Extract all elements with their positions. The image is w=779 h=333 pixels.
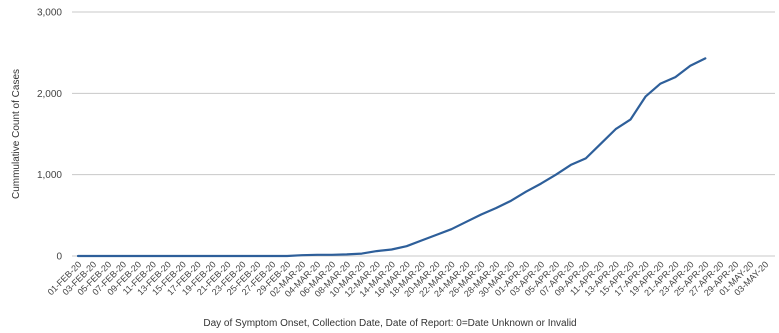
data-point bbox=[196, 255, 199, 257]
data-point bbox=[271, 255, 273, 257]
data-point bbox=[77, 255, 79, 257]
data-point bbox=[495, 207, 497, 209]
data-point bbox=[316, 254, 318, 256]
data-point bbox=[570, 164, 572, 166]
data-point bbox=[629, 118, 632, 120]
data-point bbox=[122, 255, 124, 257]
x-axis-ticks: 01-FEB-2003-FEB-2005-FEB-2007-FEB-2009-F… bbox=[46, 259, 771, 299]
y-axis-title: Cummulative Count of Cases bbox=[11, 69, 22, 199]
data-point bbox=[615, 128, 617, 130]
data-point bbox=[211, 255, 214, 257]
y-tick-label: 3,000 bbox=[37, 8, 62, 19]
x-axis-title: Day of Symptom Onset, Collection Date, D… bbox=[203, 318, 576, 329]
data-point bbox=[167, 255, 169, 257]
data-point bbox=[689, 65, 691, 67]
data-point bbox=[286, 255, 288, 257]
data-point bbox=[331, 254, 333, 256]
data-point bbox=[376, 250, 378, 252]
data-point bbox=[152, 255, 154, 257]
data-point bbox=[585, 157, 587, 159]
data-point bbox=[674, 76, 676, 78]
data-point bbox=[256, 255, 258, 257]
data-point bbox=[181, 255, 184, 257]
data-point bbox=[92, 255, 94, 257]
data-point bbox=[525, 191, 527, 193]
y-tick-label: 0 bbox=[56, 252, 62, 263]
y-axis-ticks: 0 1,000 2,000 3,000 bbox=[37, 8, 62, 263]
data-point bbox=[301, 254, 303, 256]
data-point bbox=[480, 213, 482, 216]
series-line bbox=[76, 57, 707, 258]
data-point bbox=[600, 143, 602, 145]
data-point bbox=[540, 183, 542, 185]
gridlines bbox=[72, 11, 775, 257]
data-point bbox=[405, 245, 408, 247]
data-point bbox=[346, 253, 348, 255]
y-tick-label: 1,000 bbox=[37, 170, 62, 181]
data-point bbox=[704, 57, 706, 59]
data-point bbox=[137, 255, 139, 257]
data-point bbox=[241, 255, 243, 257]
y-tick-label: 2,000 bbox=[37, 89, 62, 100]
data-point bbox=[420, 239, 423, 242]
data-point bbox=[465, 221, 467, 223]
data-point bbox=[450, 228, 452, 230]
data-point bbox=[555, 174, 557, 176]
data-point bbox=[226, 255, 228, 257]
data-point bbox=[659, 82, 662, 85]
data-point bbox=[644, 95, 647, 98]
series-layer bbox=[76, 57, 707, 258]
data-point bbox=[107, 255, 109, 257]
data-point bbox=[361, 252, 363, 255]
data-point bbox=[391, 248, 393, 251]
data-point bbox=[435, 234, 438, 236]
data-point bbox=[510, 200, 512, 202]
